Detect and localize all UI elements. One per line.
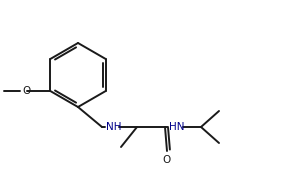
Text: O: O [163, 155, 171, 165]
Text: O: O [22, 86, 30, 96]
Text: HN: HN [169, 122, 185, 132]
Text: NH: NH [106, 122, 121, 132]
